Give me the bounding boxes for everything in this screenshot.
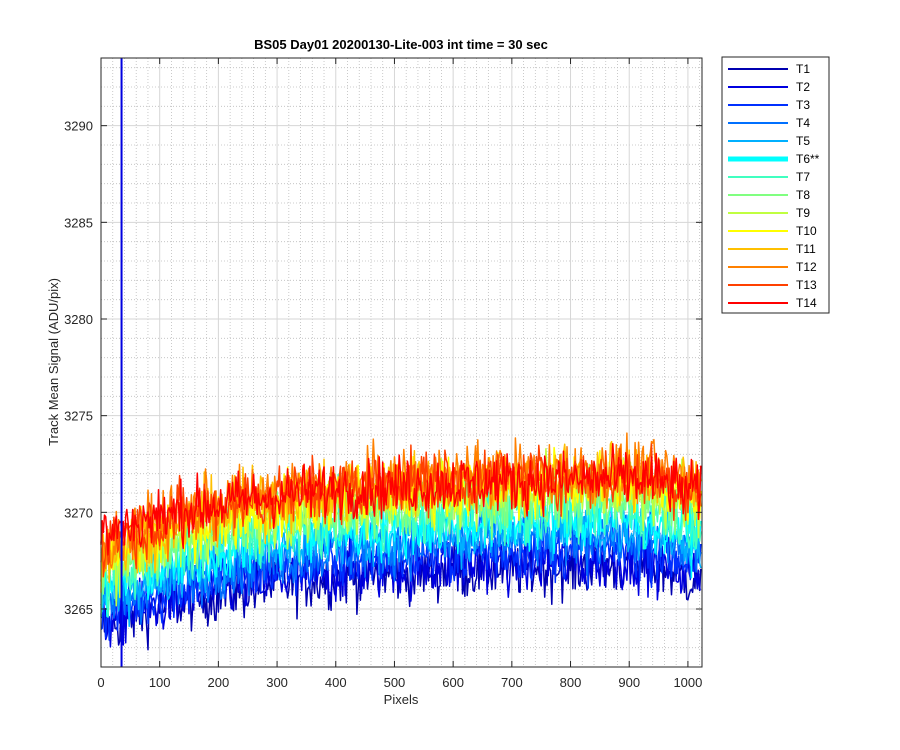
legend-label: T1	[796, 62, 810, 76]
series-line-t5	[100, 491, 702, 628]
y-tick-label: 3275	[64, 409, 93, 424]
legend-label: T8	[796, 188, 810, 202]
legend-label: T3	[796, 98, 810, 112]
x-tick-label: 200	[208, 675, 230, 690]
y-tick-label: 3270	[64, 505, 93, 520]
y-tick-label: 3290	[64, 119, 93, 134]
legend-label: T13	[796, 278, 817, 292]
x-tick-label: 600	[442, 675, 464, 690]
x-tick-label: 700	[501, 675, 523, 690]
x-tick-label: 1000	[673, 675, 702, 690]
tick-layer: 0 100 200 300 400 500 600 700 800 900 1000 3265 3270…	[64, 58, 702, 690]
y-tick-label: 3280	[64, 312, 93, 327]
x-tick-label: 0	[97, 675, 104, 690]
legend-label: T10	[796, 224, 817, 238]
y-axis-label: Track Mean Signal (ADU/pix)	[46, 278, 61, 446]
legend-label: T2	[796, 80, 810, 94]
x-tick-label: 300	[266, 675, 288, 690]
legend-label: T7	[796, 170, 810, 184]
series-line-t14	[100, 442, 702, 556]
legend-label: T11	[796, 242, 816, 256]
legend-label: T6**	[796, 152, 820, 166]
series-layer	[100, 58, 702, 667]
plot-frame	[100, 57, 703, 668]
x-tick-label: 800	[560, 675, 582, 690]
legend-label: T9	[796, 206, 810, 220]
legend-label: T12	[796, 260, 817, 274]
chart-title: BS05 Day01 20200130-Lite-003 int time = …	[254, 37, 548, 52]
x-tick-label: 100	[149, 675, 171, 690]
y-tick-label: 3285	[64, 215, 93, 230]
series-line-t13	[100, 443, 702, 578]
legend-label: T5	[796, 134, 810, 148]
x-axis-label: Pixels	[384, 692, 419, 707]
legend-label: T14	[796, 296, 817, 310]
legend-label: T4	[796, 116, 810, 130]
legend-box	[721, 56, 830, 314]
y-tick-label: 3265	[64, 602, 93, 617]
x-tick-label: 900	[618, 675, 640, 690]
x-tick-label: 500	[384, 675, 406, 690]
legend: T1 T2 T3 T4 T5 T6** T7 T8 T9 T10 T11 T12 T13 T14	[721, 56, 830, 314]
x-tick-label: 400	[325, 675, 347, 690]
